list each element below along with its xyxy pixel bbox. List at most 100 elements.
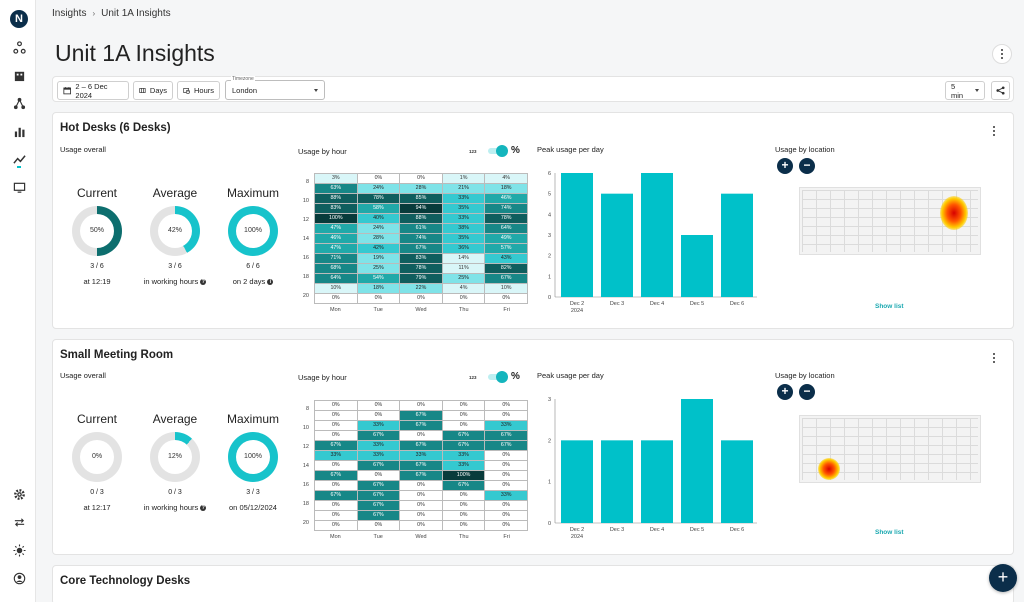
heatmap-cell[interactable]: 10% (314, 283, 358, 294)
percent-toggle[interactable] (486, 145, 508, 157)
heatmap-cell[interactable]: 67% (356, 490, 401, 501)
heatmap-cell[interactable]: 33% (441, 450, 486, 461)
heatmap-cell[interactable]: 94% (399, 203, 443, 214)
heatmap-cell[interactable]: 40% (356, 213, 401, 224)
heatmap-cell[interactable]: 46% (484, 193, 528, 204)
heatmap-cell[interactable]: 82% (484, 263, 528, 274)
heatmap-cell[interactable]: 47% (314, 223, 358, 234)
heatmap-cell[interactable]: 0% (399, 400, 443, 411)
heatmap-cell[interactable]: 36% (441, 243, 486, 254)
heatmap-cell[interactable]: 67% (484, 430, 528, 441)
group-days-button[interactable]: Days (133, 81, 173, 100)
nav-connections-icon[interactable] (12, 40, 26, 54)
app-logo[interactable]: N (10, 10, 28, 28)
nav-buildings-icon[interactable] (12, 68, 26, 82)
heatmap-cell[interactable]: 25% (441, 273, 486, 284)
heatmap-cell[interactable]: 88% (314, 193, 358, 204)
heatmap-cell[interactable]: 0% (356, 173, 401, 184)
heatmap-cell[interactable]: 0% (314, 293, 358, 304)
heatmap-cell[interactable]: 0% (484, 500, 528, 511)
heatmap-cell[interactable]: 79% (399, 273, 443, 284)
bar[interactable] (561, 173, 593, 297)
heatmap-cell[interactable]: 100% (441, 470, 486, 481)
heatmap-cell[interactable]: 0% (484, 480, 528, 491)
heatmap-cell[interactable]: 0% (441, 490, 486, 501)
heatmap-cell[interactable]: 18% (484, 183, 528, 194)
heatmap-cell[interactable]: 67% (314, 490, 358, 501)
heatmap-cell[interactable]: 18% (356, 283, 401, 294)
heatmap-cell[interactable]: 47% (314, 243, 358, 254)
heatmap-cell[interactable]: 0% (441, 420, 486, 431)
heatmap-cell[interactable]: 0% (314, 520, 358, 531)
heatmap-cell[interactable]: 33% (441, 193, 486, 204)
heatmap-cell[interactable]: 0% (399, 480, 443, 491)
heatmap-cell[interactable]: 67% (399, 440, 443, 451)
zoom-out-button[interactable]: − (799, 158, 815, 174)
heatmap-cell[interactable]: 3% (314, 173, 358, 184)
heatmap-cell[interactable]: 0% (356, 520, 401, 531)
heatmap-cell[interactable]: 33% (399, 450, 443, 461)
percent-toggle[interactable] (486, 371, 508, 383)
help-icon[interactable]: ? (200, 278, 207, 285)
heatmap-cell[interactable]: 0% (356, 470, 401, 481)
heatmap-cell[interactable]: 67% (356, 430, 401, 441)
share-button[interactable] (991, 81, 1010, 100)
more-vert-icon[interactable] (993, 126, 996, 137)
heatmap-cell[interactable]: 61% (399, 223, 443, 234)
nav-display-icon[interactable] (12, 180, 26, 194)
heatmap-cell[interactable]: 88% (399, 213, 443, 224)
heatmap-cell[interactable]: 74% (399, 233, 443, 244)
nav-switch-icon[interactable] (12, 515, 26, 529)
heatmap-cell[interactable]: 0% (314, 430, 358, 441)
heatmap-cell[interactable]: 0% (399, 293, 443, 304)
heatmap-cell[interactable]: 67% (356, 500, 401, 511)
bar[interactable] (681, 399, 713, 523)
heatmap-cell[interactable]: 0% (314, 410, 358, 421)
nav-settings-icon[interactable] (12, 487, 26, 501)
nav-insights-icon[interactable] (12, 152, 26, 166)
heatmap-cell[interactable]: 0% (441, 400, 486, 411)
floor-plan-map[interactable] (799, 187, 981, 255)
heatmap-cell[interactable]: 0% (314, 460, 358, 471)
heatmap-cell[interactable]: 63% (314, 183, 358, 194)
heatmap-cell[interactable]: 33% (484, 490, 528, 501)
heatmap-cell[interactable]: 67% (314, 470, 358, 481)
heatmap-cell[interactable]: 83% (399, 253, 443, 264)
heatmap-cell[interactable]: 0% (484, 460, 528, 471)
heatmap-cell[interactable]: 0% (484, 510, 528, 521)
heatmap-cell[interactable]: 67% (399, 243, 443, 254)
heatmap-cell[interactable]: 0% (314, 480, 358, 491)
bar[interactable] (601, 193, 633, 297)
heatmap-cell[interactable]: 0% (399, 510, 443, 521)
heatmap-cell[interactable]: 49% (484, 233, 528, 244)
heatmap-cell[interactable]: 78% (356, 193, 401, 204)
heatmap-cell[interactable]: 0% (484, 520, 528, 531)
heatmap-cell[interactable]: 67% (399, 470, 443, 481)
heatmap-cell[interactable]: 57% (484, 243, 528, 254)
heatmap-cell[interactable]: 0% (314, 500, 358, 511)
zoom-out-button[interactable]: − (799, 384, 815, 400)
heatmap-cell[interactable]: 33% (356, 420, 401, 431)
heatmap-cell[interactable]: 0% (441, 410, 486, 421)
heatmap-cell[interactable]: 67% (484, 273, 528, 284)
heatmap-cell[interactable]: 67% (356, 510, 401, 521)
heatmap-cell[interactable]: 58% (356, 203, 401, 214)
heatmap-cell[interactable]: 67% (356, 480, 401, 491)
heatmap-cell[interactable]: 33% (356, 450, 401, 461)
heatmap-cell[interactable]: 22% (399, 283, 443, 294)
heatmap-cell[interactable]: 14% (441, 253, 486, 264)
bar[interactable] (641, 173, 673, 297)
heatmap-cell[interactable]: 35% (441, 203, 486, 214)
heatmap-cell[interactable]: 67% (441, 430, 486, 441)
bar[interactable] (721, 440, 753, 523)
heatmap-cell[interactable]: 38% (441, 223, 486, 234)
heatmap-cell[interactable]: 67% (314, 440, 358, 451)
heatmap-cell[interactable]: 28% (399, 183, 443, 194)
heatmap-cell[interactable]: 0% (441, 293, 486, 304)
heatmap-cell[interactable]: 0% (484, 450, 528, 461)
heatmap-cell[interactable]: 74% (484, 203, 528, 214)
bar[interactable] (641, 440, 673, 523)
heatmap-cell[interactable]: 25% (356, 263, 401, 274)
info-icon[interactable]: i (267, 278, 274, 285)
zoom-in-button[interactable]: + (777, 384, 793, 400)
